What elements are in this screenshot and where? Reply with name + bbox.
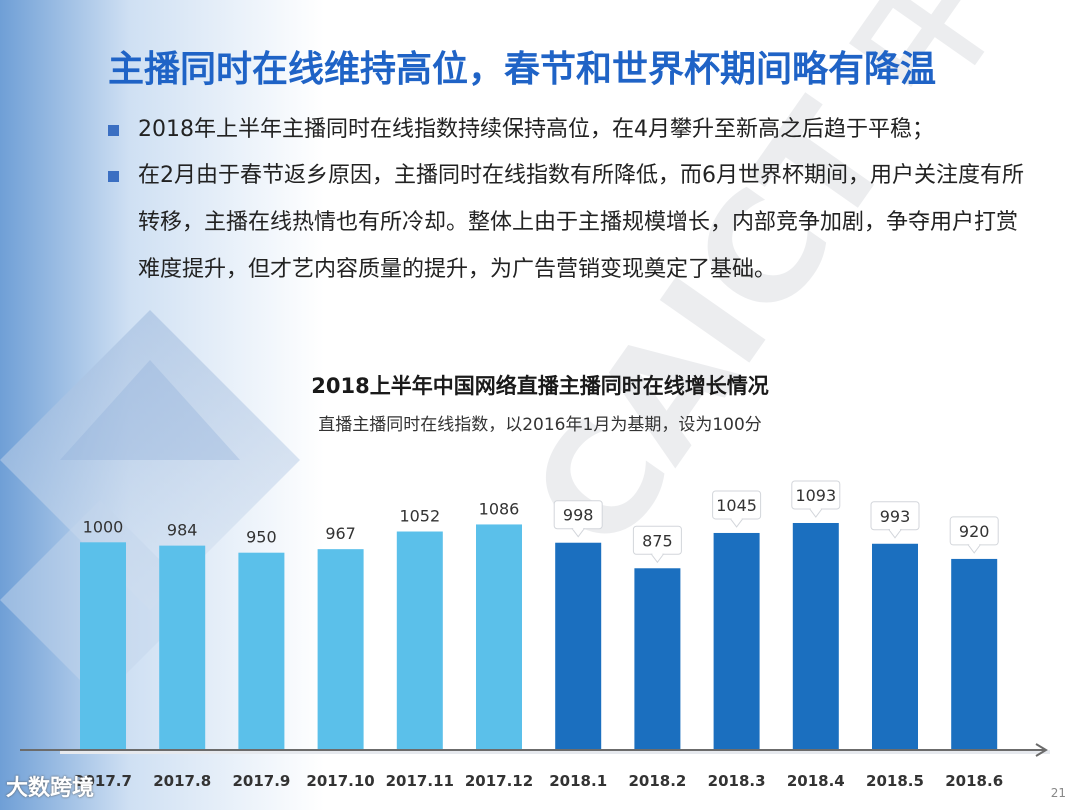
callout-pointer-mask <box>890 528 900 531</box>
chart-title: 2018上半年中国网络直播主播同时在线增长情况 <box>311 374 769 398</box>
x-tick-label: 2018.1 <box>549 772 607 790</box>
data-callout: 1093 <box>791 480 841 518</box>
data-label: 1000 <box>83 517 124 536</box>
x-tick-label: 2018.6 <box>945 772 1003 790</box>
x-tick-label: 2017.7 <box>74 772 132 790</box>
callout-pointer-mask <box>810 507 821 510</box>
slide-title: 主播同时在线维持高位，春节和世界杯期间略有降温 <box>108 49 937 90</box>
bullet-marker-icon <box>108 171 119 182</box>
data-label: 1052 <box>399 507 440 526</box>
bar-chart: 1000 2017.7 984 2017.8 950 2017.9 967 2017.10 10… <box>20 480 1050 790</box>
bar-2017.7 <box>80 542 126 750</box>
bar-2017.8 <box>159 545 206 750</box>
x-tick-label: 2017.9 <box>232 772 290 790</box>
bullet-marker-icon <box>108 125 119 136</box>
data-callout: 875 <box>632 525 682 564</box>
bar-2017.10 <box>317 549 364 750</box>
x-axis-arrow-icon <box>1035 743 1048 757</box>
bar-2017.11 <box>396 531 443 750</box>
page-number: 21 <box>1050 786 1066 800</box>
data-label: 1093 <box>795 486 836 505</box>
callout-pointer-mask <box>731 517 742 520</box>
bar-2018.2 <box>634 568 681 750</box>
data-label: 1086 <box>479 499 520 518</box>
bar-2017.9 <box>238 552 285 750</box>
callout-pointer <box>808 508 823 518</box>
data-callout: 1045 <box>712 490 762 528</box>
data-label: 993 <box>880 507 911 526</box>
callout-pointer <box>967 544 982 554</box>
bar-2018.1 <box>555 542 602 750</box>
bar-2018.3 <box>713 532 760 750</box>
bar-2018.4 <box>792 522 839 750</box>
data-callout: 920 <box>949 516 999 554</box>
data-callout: 993 <box>870 501 920 539</box>
x-tick-label: 2017.8 <box>153 772 211 790</box>
x-tick-label: 2018.4 <box>787 772 845 790</box>
x-tick-label: 2018.2 <box>628 772 686 790</box>
chart-subtitle: 直播主播同时在线指数，以2016年1月为基期，设为100分 <box>318 415 762 435</box>
bullet-text: 在2月由于春节返乡原因，主播同时在线指数有所降低，而6月世界杯期间，用户关注度有… <box>138 163 1024 282</box>
x-tick-label: 2017.11 <box>386 772 454 790</box>
callout-pointer-mask <box>652 553 663 556</box>
callout-pointer <box>571 528 586 538</box>
data-label: 950 <box>246 528 277 547</box>
data-label: 920 <box>959 522 990 541</box>
callout-pointer <box>729 518 744 528</box>
x-tick-label: 2017.12 <box>465 772 533 790</box>
x-tick-label: 2018.3 <box>708 772 766 790</box>
callout-pointer-mask <box>969 543 980 546</box>
bullet-text: 2018年上半年主播同时在线指数持续保持高位，在4月攀升至新高之后趋于平稳； <box>138 117 934 142</box>
data-label: 967 <box>325 524 356 543</box>
data-label: 1045 <box>716 496 757 515</box>
bar-2017.12 <box>476 524 522 750</box>
data-label: 984 <box>167 521 198 540</box>
callout-pointer <box>888 529 902 539</box>
data-callout: 998 <box>553 500 603 538</box>
bar-2018.6 <box>951 558 998 750</box>
baseline-shadow <box>60 750 1050 754</box>
callout-pointer <box>650 553 665 564</box>
x-tick-label: 2017.10 <box>306 772 374 790</box>
data-label: 998 <box>563 506 594 525</box>
x-tick-label: 2018.5 <box>866 772 924 790</box>
bar-2018.5 <box>872 543 918 750</box>
bullet-item: 在2月由于春节返乡原因，主播同时在线指数有所降低，而6月世界杯期间，用户关注度有… <box>108 152 1038 293</box>
footer-logo: 大数跨境 <box>6 776 95 801</box>
callout-pointer-mask <box>573 527 584 530</box>
bullet-item: 2018年上半年主播同时在线指数持续保持高位，在4月攀升至新高之后趋于平稳； <box>108 106 1038 153</box>
data-label: 875 <box>642 531 673 550</box>
